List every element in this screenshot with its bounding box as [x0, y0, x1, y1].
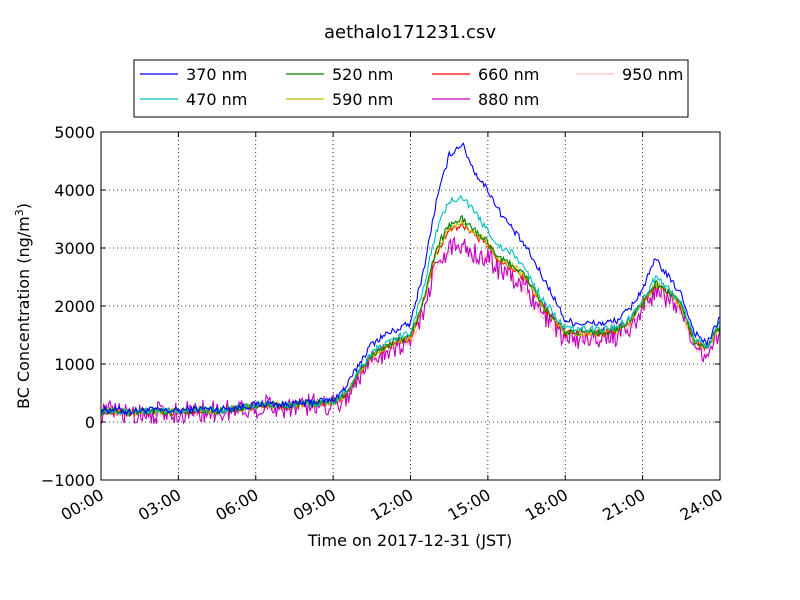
y-tick-label: −1000 [41, 471, 95, 490]
y-tick-label: 3000 [54, 239, 95, 258]
y-tick-label: 0 [85, 413, 95, 432]
series-line [101, 194, 720, 417]
legend-label: 470 nm [186, 90, 247, 109]
x-axis-label: Time on 2017-12-31 (JST) [307, 531, 512, 550]
chart-title: aethalo171231.csv [324, 22, 496, 43]
legend-label: 370 nm [186, 65, 247, 84]
legend-label: 950 nm [622, 65, 683, 84]
y-axis-label-sup: 3 [13, 209, 26, 216]
legend-label: 660 nm [478, 65, 539, 84]
series-lines [101, 142, 720, 425]
series-line [101, 142, 720, 415]
legend: 370 nm 470 nm 520 nm 590 nm 660 nm 880 nm 950 … [133, 59, 689, 118]
legend-label: 880 nm [478, 90, 539, 109]
series-line [101, 236, 720, 425]
legend-label: 590 nm [332, 90, 393, 109]
y-axis-label: BC Concentration (ng/m3) [13, 203, 33, 409]
axis-ticks [100, 131, 721, 481]
y-tick-label: 1000 [54, 355, 95, 374]
y-tick-label: 2000 [54, 297, 95, 316]
legend-box [133, 59, 689, 118]
y-tick-labels: −1000 0 1000 2000 3000 4000 5000 [41, 123, 95, 490]
legend-label: 520 nm [332, 65, 393, 84]
y-axis-label-close: ) [14, 203, 33, 209]
y-axis-label-main: BC Concentration (ng/m [14, 216, 33, 409]
y-tick-label: 5000 [54, 123, 95, 142]
y-tick-label: 4000 [54, 181, 95, 200]
